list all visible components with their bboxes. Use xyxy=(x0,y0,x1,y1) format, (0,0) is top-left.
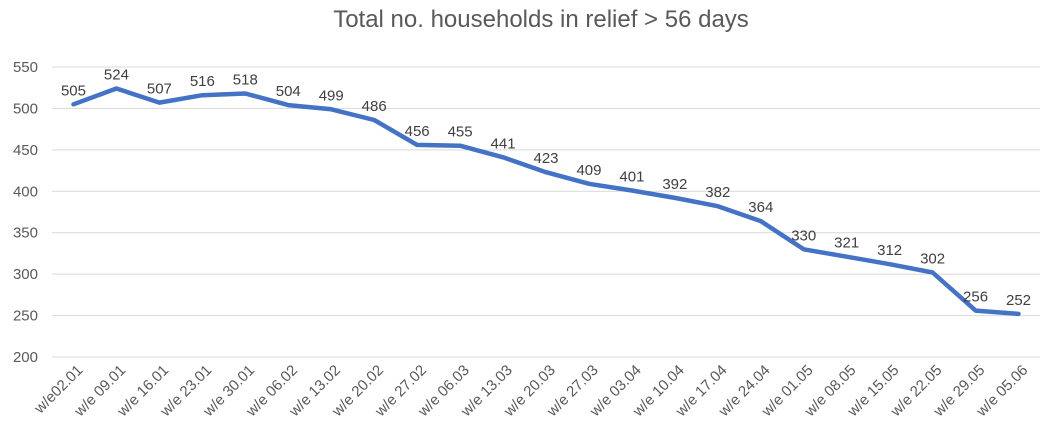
series-layer xyxy=(71,86,1021,317)
data-label: 392 xyxy=(662,176,687,193)
data-label: 401 xyxy=(619,168,644,185)
data-label: 330 xyxy=(791,227,816,244)
data-label: 364 xyxy=(748,199,773,216)
data-label: 505 xyxy=(61,82,86,99)
data-label: 518 xyxy=(233,72,258,89)
data-label: 312 xyxy=(877,242,902,259)
data-label: 499 xyxy=(319,87,344,104)
y-tick-label: 550 xyxy=(13,59,38,76)
data-label: 441 xyxy=(491,135,516,152)
data-label: 524 xyxy=(104,67,129,84)
series-line xyxy=(71,86,1021,317)
y-tick-label: 450 xyxy=(13,142,38,159)
y-tick-label: 300 xyxy=(13,266,38,283)
data-label: 409 xyxy=(576,162,601,179)
data-label: 486 xyxy=(362,98,387,115)
y-tick-label: 500 xyxy=(13,100,38,117)
data-labels: 505 524 507 516 518 504 499 486 456 455 441 423 409 4… xyxy=(61,67,1031,309)
data-label: 321 xyxy=(834,235,859,252)
data-label: 302 xyxy=(920,250,945,267)
y-tick-label: 250 xyxy=(13,308,38,325)
data-label: 456 xyxy=(405,123,430,140)
data-label: 423 xyxy=(533,150,558,167)
data-label: 382 xyxy=(705,184,730,201)
y-axis-tick-labels: 200 250 300 350 400 450 500 550 xyxy=(13,59,38,366)
y-tick-label: 400 xyxy=(13,183,38,200)
data-label: 507 xyxy=(147,81,172,98)
x-axis-tick-labels: w/e02.01w/e 09.01w/e 16.01w/e 23.01w/e 3… xyxy=(31,362,1032,421)
y-tick-label: 200 xyxy=(13,349,38,366)
chart-title: Total no. households in relief > 56 days xyxy=(333,6,749,33)
data-label: 516 xyxy=(190,73,215,90)
gridlines xyxy=(52,66,1040,358)
data-label: 455 xyxy=(448,124,473,141)
data-label: 504 xyxy=(276,83,301,100)
y-tick-label: 350 xyxy=(13,225,38,242)
data-label: 252 xyxy=(1006,292,1031,309)
data-label: 256 xyxy=(963,289,988,306)
